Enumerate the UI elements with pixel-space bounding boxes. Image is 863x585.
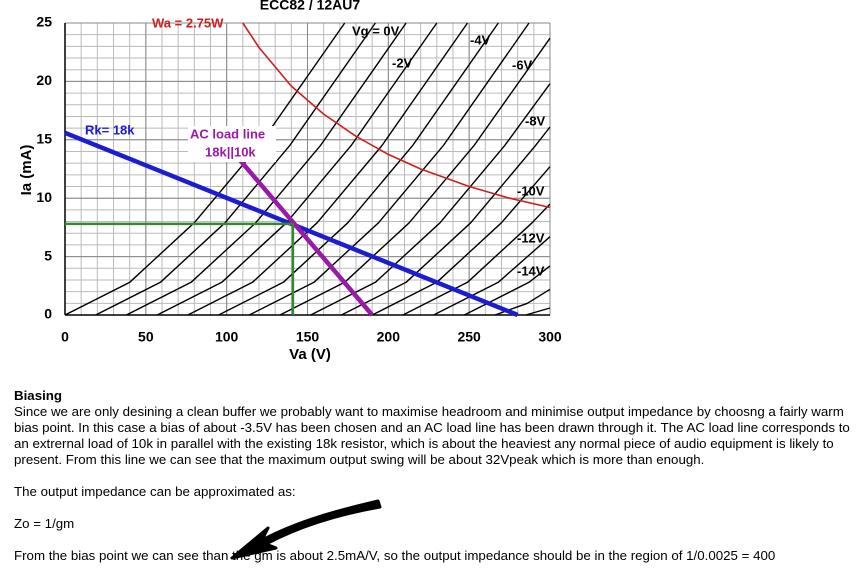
label-bg	[188, 126, 276, 162]
x-tick-label: 200	[377, 329, 401, 345]
arrow	[230, 499, 382, 560]
y-tick-label: 20	[36, 72, 52, 88]
series-line	[218, 22, 499, 316]
series-line	[341, 126, 551, 316]
x-tick-label: 50	[138, 329, 154, 345]
x-tick-label: 0	[61, 329, 69, 345]
series-line	[371, 166, 551, 316]
series-label: -4V	[470, 32, 491, 47]
series-line	[433, 236, 551, 316]
series-label: -2V	[392, 55, 413, 70]
series-line	[64, 22, 346, 316]
paragraph: From the bias point we can see than the …	[14, 548, 776, 563]
series-line	[242, 22, 551, 209]
series-label: AC load line	[190, 126, 265, 141]
chart-title: ECC82 / 12AU7	[260, 0, 361, 13]
y-tick-label: 5	[44, 247, 52, 263]
series-line	[126, 22, 407, 316]
series-line	[237, 158, 374, 317]
y-tick-label: 25	[36, 14, 52, 30]
series-line	[402, 203, 551, 316]
series-label: -10V	[517, 183, 545, 198]
series-line	[187, 22, 469, 316]
y-axis-label: Ia (mA)	[18, 145, 35, 196]
series-line	[525, 307, 551, 316]
series-label: Rk= 18k	[85, 122, 135, 137]
y-tick-label: 0	[44, 306, 52, 322]
series-label: -12V	[517, 230, 545, 245]
series-label: -14V	[517, 263, 545, 278]
paragraph: Zo = 1/gm	[14, 516, 75, 531]
x-tick-label: 150	[296, 329, 320, 345]
series-label: -6V	[512, 57, 533, 72]
series-label: Wa = 2.75W	[152, 15, 224, 30]
series-line	[279, 37, 551, 316]
text-body: Biasing Since we are only desining a cle…	[14, 388, 859, 580]
series-label: -8V	[525, 113, 546, 128]
paragraph: The output impedance can be approximated…	[14, 484, 296, 499]
annotation: 18k||10k	[205, 144, 256, 159]
x-axis-label: Va (V)	[289, 346, 331, 363]
paragraph: Since we are only desining a clean buffe…	[14, 404, 850, 467]
x-tick-label: 250	[457, 329, 481, 345]
x-tick-label: 300	[538, 329, 562, 345]
series-label: Vg = 0V	[352, 23, 400, 38]
y-tick-label: 15	[36, 131, 52, 147]
y-tick-label: 10	[36, 189, 52, 205]
x-tick-label: 100	[215, 329, 239, 345]
heading: Biasing	[14, 388, 63, 403]
